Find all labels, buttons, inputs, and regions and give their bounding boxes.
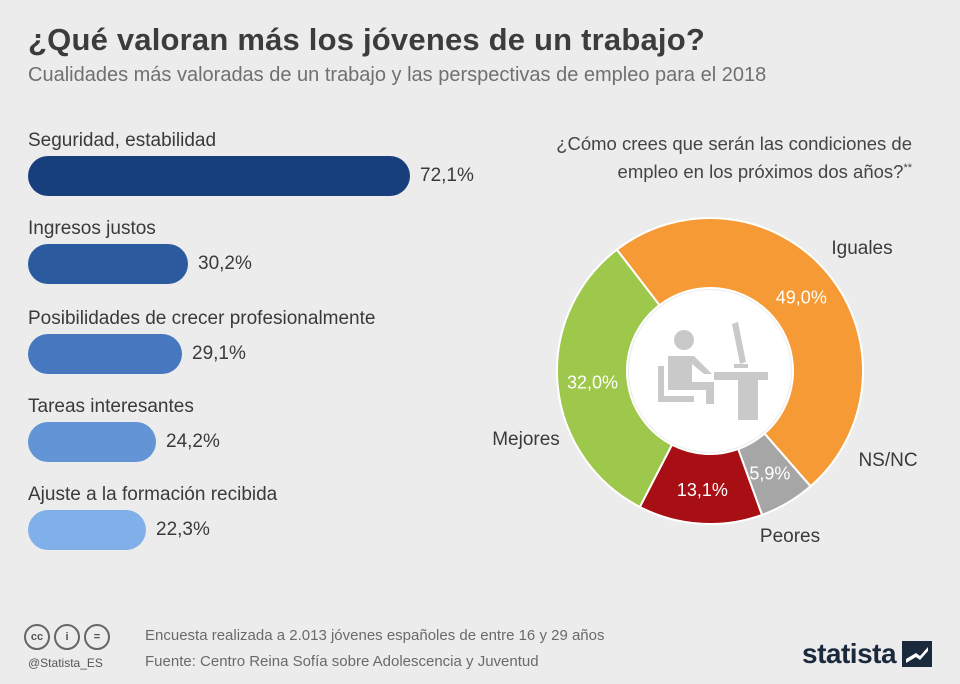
bar-value-label: 30,2% [198,253,252,274]
bar-row: 29,1% [28,334,375,374]
bar-category-label: Ingresos justos [28,218,156,239]
bar-item: Ajuste a la formación recibida 22,3% [28,484,277,550]
donut-category-label: NS/NC [858,450,917,471]
donut-question-line1: ¿Cómo crees que serán las condiciones de [556,133,912,154]
donut-center [629,290,791,452]
bar-category-label: Seguridad, estabilidad [28,130,217,151]
source-note: Fuente: Centro Reina Sofía sobre Adolesc… [145,653,539,670]
donut-value-label: 32,0% [567,372,618,392]
bar-value-label: 72,1% [420,165,474,186]
donut-category-label: Iguales [831,238,892,259]
bar-category-label: Ajuste a la formación recibida [28,484,278,505]
bar-value-label: 29,1% [192,343,246,364]
donut-value-label: 49,0% [776,287,827,307]
office-worker-icon [658,322,768,420]
statista-logo[interactable]: statista [802,638,933,670]
bar-row: 72,1% [28,156,474,196]
twitter-handle[interactable]: @Statista_ES [28,656,103,670]
page-title: ¿Qué valoran más los jóvenes de un traba… [28,22,706,57]
logo-mark-icon [902,641,933,667]
license-icons: cc i = [24,624,110,650]
bar-item: Posibilidades de crecer profesionalmente… [28,308,375,374]
bar-item: Tareas interesantes 24,2% [28,396,220,462]
logo-text: statista [802,638,897,669]
bar-value-label: 24,2% [166,431,220,452]
bar-item: Seguridad, estabilidad 72,1% [28,130,474,196]
nd-icon[interactable]: = [84,624,110,650]
donut-question-line2: empleo en los próximos dos años? [617,161,904,183]
bar [28,334,182,374]
bar [28,244,188,284]
bar-value-label: 22,3% [156,519,210,540]
cc-icon[interactable]: cc [24,624,50,650]
bar-item: Ingresos justos 30,2% [28,218,252,284]
bar [28,510,146,550]
donut-question-marker: ** [903,162,912,174]
donut-category-label: Mejores [492,429,560,450]
donut-value-label: 13,1% [677,480,728,500]
by-icon[interactable]: i [54,624,80,650]
donut-value-label: 5,9% [749,464,790,484]
bar [28,422,156,462]
page-subtitle: Cualidades más valoradas de un trabajo y… [28,64,767,86]
donut-category-label: Peores [760,526,820,547]
bar-category-label: Posibilidades de crecer profesionalmente [28,308,376,329]
donut-slice [615,217,864,488]
bar-row: 24,2% [28,422,220,462]
bar-row: 22,3% [28,510,277,550]
bar-category-label: Tareas interesantes [28,396,194,417]
survey-note: Encuesta realizada a 2.013 jóvenes españ… [145,627,605,644]
bar-row: 30,2% [28,244,252,284]
donut-slice [556,248,674,509]
bar [28,156,410,196]
donut-question: ¿Cómo crees que serán las condiciones de… [492,132,912,184]
